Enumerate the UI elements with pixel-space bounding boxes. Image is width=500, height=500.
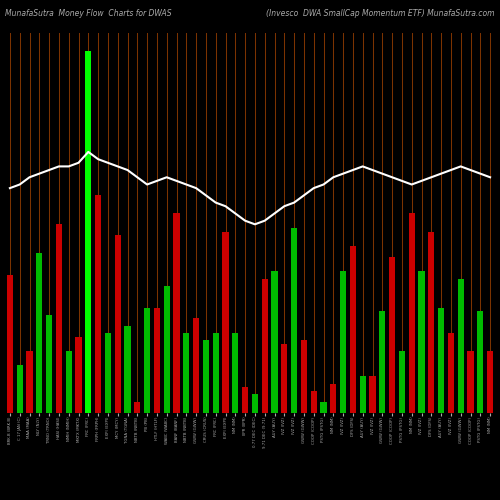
Bar (26, 351, 32, 412)
Bar (380, 311, 386, 412)
Bar (193, 318, 199, 412)
Bar (340, 272, 346, 412)
Bar (418, 272, 424, 412)
Bar (242, 387, 248, 412)
Bar (46, 315, 52, 412)
Bar (428, 232, 434, 412)
Bar (184, 333, 190, 412)
Bar (408, 214, 414, 412)
Bar (232, 333, 238, 412)
Bar (154, 308, 160, 412)
Bar (272, 272, 278, 412)
Bar (448, 333, 454, 412)
Bar (310, 391, 316, 412)
Bar (144, 308, 150, 412)
Bar (301, 340, 307, 412)
Bar (370, 376, 376, 412)
Bar (320, 402, 326, 412)
Text: MunafaSutra  Money Flow  Charts for DWAS: MunafaSutra Money Flow Charts for DWAS (5, 9, 172, 18)
Bar (282, 344, 288, 412)
Bar (468, 351, 473, 412)
Bar (66, 351, 71, 412)
Bar (212, 333, 218, 412)
Text: (Invesco  DWA SmallCap Momentum ETF) MunafaSutra.com: (Invesco DWA SmallCap Momentum ETF) Muna… (266, 9, 495, 18)
Bar (86, 50, 91, 412)
Bar (174, 214, 180, 412)
Bar (438, 308, 444, 412)
Bar (114, 235, 120, 412)
Bar (360, 376, 366, 412)
Bar (291, 228, 297, 412)
Bar (399, 351, 405, 412)
Bar (164, 286, 170, 412)
Bar (16, 366, 22, 412)
Bar (203, 340, 209, 412)
Bar (36, 254, 43, 412)
Bar (95, 196, 101, 412)
Bar (105, 333, 111, 412)
Bar (134, 402, 140, 412)
Bar (478, 311, 484, 412)
Bar (124, 326, 130, 412)
Bar (487, 351, 493, 412)
Bar (222, 232, 228, 412)
Bar (350, 246, 356, 412)
Bar (7, 275, 13, 412)
Bar (56, 224, 62, 412)
Bar (262, 278, 268, 412)
Bar (76, 336, 82, 412)
Bar (389, 257, 395, 412)
Bar (458, 278, 464, 412)
Bar (330, 384, 336, 412)
Bar (252, 394, 258, 412)
